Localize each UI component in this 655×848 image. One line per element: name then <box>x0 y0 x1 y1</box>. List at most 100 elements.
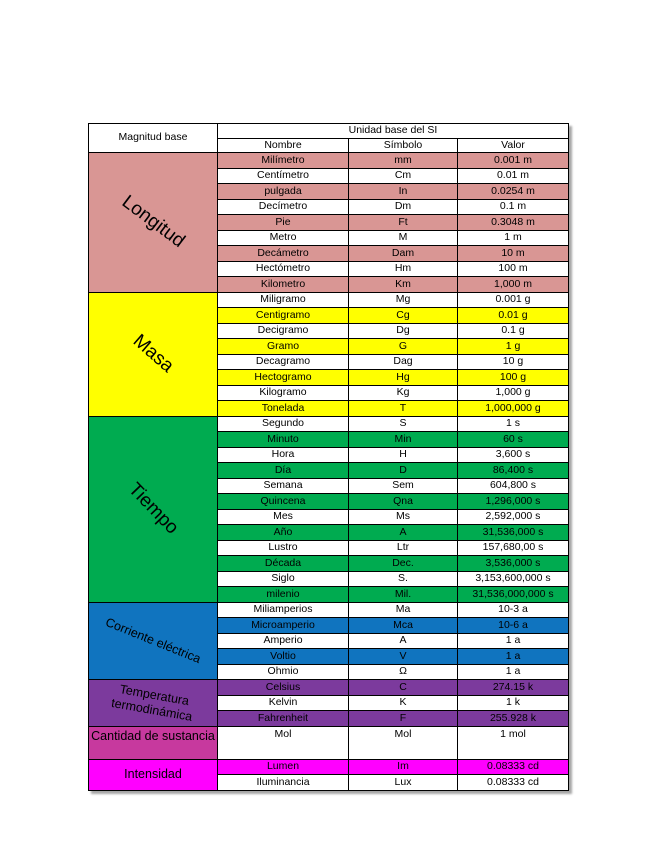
cell-valor: 100 m <box>457 260 569 277</box>
cell-simbolo: Dam <box>348 245 458 262</box>
table-row: Pie Ft 0.3048 m <box>89 214 569 231</box>
cell-valor: 1 a <box>457 663 569 680</box>
cell-simbolo: C <box>348 679 458 696</box>
cell-valor: 0.08333 cd <box>457 774 569 791</box>
table-row: Amperio A 1 a <box>89 632 569 649</box>
cell-nombre: Metro <box>217 229 349 246</box>
cell-nombre: Centímetro <box>217 167 349 184</box>
table-row: Iluminancia Lux 0.08333 cd <box>89 774 569 791</box>
table-row: Masa Miligramo Mg 0.001 g <box>88 291 569 417</box>
header-simbolo: Símbolo <box>348 137 458 153</box>
cell-nombre: pulgada <box>217 183 349 200</box>
cell-simbolo: Im <box>348 758 458 775</box>
cell-valor: 604,800 s <box>457 477 569 494</box>
cell-valor: 274.15 k <box>457 679 569 696</box>
table-row: Tiempo Segundo S 1 s <box>88 415 569 603</box>
cell-nombre: Miliamperios <box>217 601 349 618</box>
table-row: Minuto Min 60 s <box>89 431 569 448</box>
cell-nombre: Decigramo <box>217 322 349 339</box>
cell-valor: 0.1 g <box>457 322 569 339</box>
cell-simbolo: S <box>348 415 458 432</box>
cell-simbolo: Cg <box>348 307 458 324</box>
cell-nombre: Decámetro <box>217 245 349 262</box>
cell-simbolo: Mol <box>348 725 458 760</box>
cell-valor: 1,296,000 s <box>457 493 569 510</box>
table-row: Decagramo Dag 10 g <box>89 353 569 370</box>
cell-nombre: Decagramo <box>217 353 349 370</box>
cell-valor: 0.0254 m <box>457 183 569 200</box>
table-row: Cantidad de sustancia Mol Mol 1 mol <box>88 725 569 760</box>
cell-valor: 157,680,00 s <box>457 539 569 556</box>
cell-nombre: Siglo <box>217 570 349 587</box>
cell-simbolo: Kg <box>348 384 458 401</box>
category-label-temperatura: Temperatura termodinámica <box>110 681 194 724</box>
cell-nombre: Lustro <box>217 539 349 556</box>
cell-nombre: Mol <box>217 725 349 760</box>
cell-simbolo: Ms <box>348 508 458 525</box>
table-row: Kelvin K 1 k <box>89 694 569 711</box>
cell-nombre: Mes <box>217 508 349 525</box>
table-row: pulgada In 0.0254 m <box>89 183 569 200</box>
cell-simbolo: Sem <box>348 477 458 494</box>
table-row: Hectómetro Hm 100 m <box>89 260 569 277</box>
table-row: Centigramo Cg 0.01 g <box>89 307 569 324</box>
cell-nombre: Día <box>217 462 349 479</box>
cell-valor: 1 mol <box>457 725 569 760</box>
cell-valor: 2,592,000 s <box>457 508 569 525</box>
table-row: Lustro Ltr 157,680,00 s <box>89 539 569 556</box>
table-row: Centímetro Cm 0.01 m <box>89 167 569 184</box>
cell-nombre: Decímetro <box>217 198 349 215</box>
table-row: Fahrenheit F 255.928 k <box>89 710 569 727</box>
category-cell-intensidad: Intensidad <box>88 758 218 791</box>
cell-nombre: Kilometro <box>217 276 349 293</box>
cell-valor: 3,153,600,000 s <box>457 570 569 587</box>
cell-simbolo: A <box>348 632 458 649</box>
table-row: Hora H 3,600 s <box>89 446 569 463</box>
table-row: Intensidad Lumen Im 0.08333 cd <box>88 758 569 791</box>
table-body: Longitud Milímetro mm 0.001 m Centímetro Cm 0.… <box>88 152 569 791</box>
cell-valor: 0.1 m <box>457 198 569 215</box>
cell-nombre: Amperio <box>217 632 349 649</box>
cell-valor: 255.928 k <box>457 710 569 727</box>
cell-simbolo: Dec. <box>348 555 458 572</box>
table-header: Magnitud base Unidad base del SI Nombre … <box>88 123 569 153</box>
cell-simbolo: F <box>348 710 458 727</box>
cell-nombre: Fahrenheit <box>217 710 349 727</box>
cell-simbolo: Km <box>348 276 458 293</box>
table-row: Voltio V 1 a <box>89 648 569 665</box>
category-cell-longitud: Longitud <box>88 152 218 293</box>
cell-valor: 1,000 g <box>457 384 569 401</box>
cell-nombre: Ohmio <box>217 663 349 680</box>
cell-simbolo: D <box>348 462 458 479</box>
cell-nombre: milenio <box>217 586 349 603</box>
cell-nombre: Quincena <box>217 493 349 510</box>
header-magnitud-base: Magnitud base <box>88 123 218 153</box>
cell-valor: 0.001 m <box>457 152 569 169</box>
cell-nombre: Kilogramo <box>217 384 349 401</box>
cell-nombre: Tonelada <box>217 400 349 417</box>
cell-simbolo: A <box>348 524 458 541</box>
cell-valor: 10 m <box>457 245 569 262</box>
cell-valor: 31,536,000,000 s <box>457 586 569 603</box>
category-cell-temperatura: Temperatura termodinámica <box>88 679 218 727</box>
cell-valor: 0.01 g <box>457 307 569 324</box>
header-nombre: Nombre <box>217 137 349 153</box>
category-label-corriente: Corriente eléctrica <box>103 614 203 666</box>
cell-nombre: Hora <box>217 446 349 463</box>
cell-nombre: Voltio <box>217 648 349 665</box>
category-label-tiempo: Tiempo <box>124 478 183 539</box>
cell-valor: 31,536,000 s <box>457 524 569 541</box>
cell-valor: 100 g <box>457 369 569 386</box>
table-row: Kilometro Km 1,000 m <box>89 276 569 293</box>
table-row: Longitud Milímetro mm 0.001 m <box>88 152 569 293</box>
category-label-masa: Masa <box>128 330 178 377</box>
cell-nombre: Centigramo <box>217 307 349 324</box>
cell-simbolo: Hg <box>348 369 458 386</box>
cell-simbolo: Lux <box>348 774 458 791</box>
cell-nombre: Kelvin <box>217 694 349 711</box>
cell-simbolo: Min <box>348 431 458 448</box>
cell-nombre: Año <box>217 524 349 541</box>
cell-simbolo: V <box>348 648 458 665</box>
cell-nombre: Miligramo <box>217 291 349 308</box>
